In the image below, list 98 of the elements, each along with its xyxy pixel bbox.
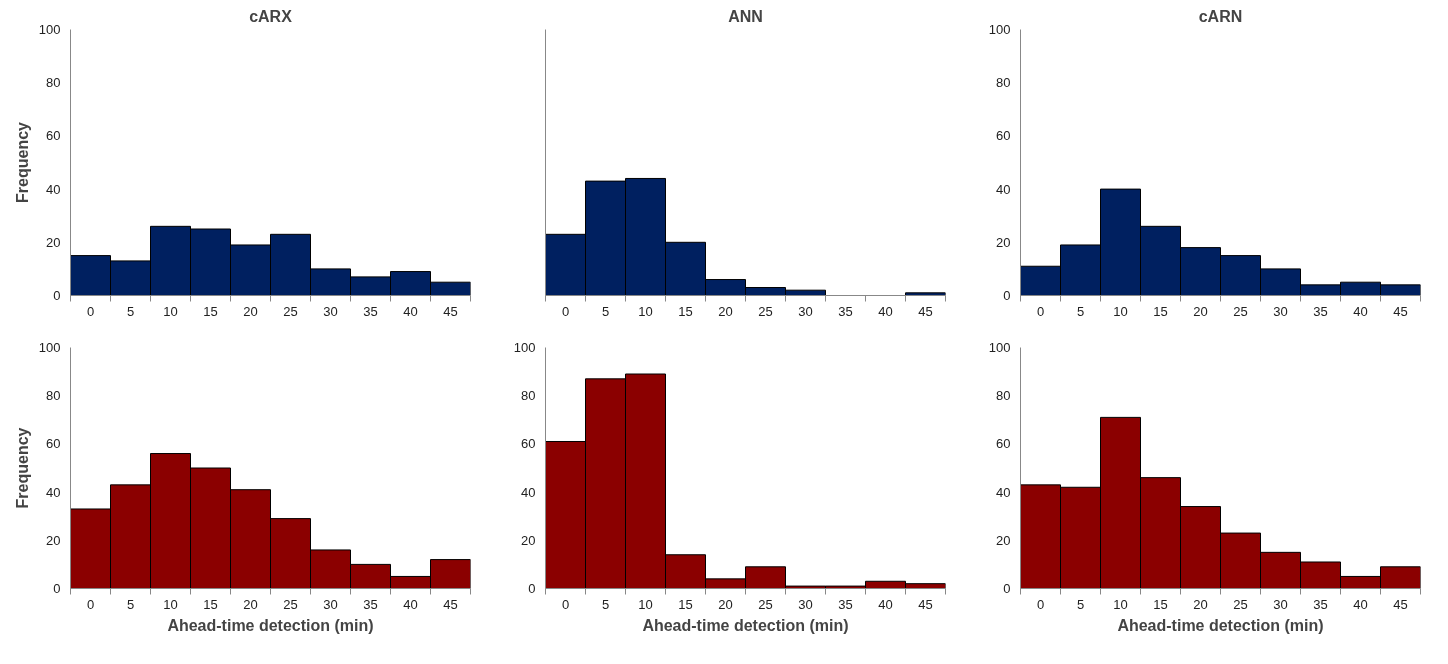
chart-title: cARN <box>1198 7 1243 25</box>
x-tick-label: 5 <box>601 596 610 612</box>
y-tick-label: 60 <box>521 436 536 452</box>
y-tick-label: 80 <box>46 388 61 404</box>
x-tick-label: 30 <box>1273 596 1288 612</box>
y-tick-label: 100 <box>513 340 536 355</box>
x-tick-label: 10 <box>163 303 178 319</box>
x-tick-label: 40 <box>403 303 418 319</box>
x-tick-label: 10 <box>638 303 653 319</box>
chart-title: cARX <box>249 7 293 25</box>
x-tick-label: 35 <box>363 596 378 612</box>
x-tick-label: 0 <box>561 596 570 612</box>
x-tick-label: 5 <box>1076 303 1085 319</box>
x-tick-label: 20 <box>718 596 733 612</box>
x-tick-label: 35 <box>363 303 378 319</box>
x-tick-label: 40 <box>1353 303 1368 319</box>
y-tick-label: 0 <box>53 581 61 596</box>
y-tick-label: 80 <box>996 388 1011 404</box>
x-tick-label: 30 <box>798 596 813 612</box>
x-tick-label: 15 <box>203 303 218 319</box>
y-tick-label: 80 <box>46 75 61 91</box>
x-tick-label: 20 <box>1193 303 1208 319</box>
x-tick-label: 0 <box>86 596 95 612</box>
y-tick-label: 0 <box>1003 288 1011 303</box>
x-tick-label: 40 <box>403 596 418 612</box>
x-axis-title: Ahead-time detection (min) <box>167 616 374 634</box>
y-tick-label: 20 <box>521 532 536 548</box>
x-axis-title: Ahead-time detection (min) <box>642 616 849 634</box>
y-tick-label: 100 <box>38 22 61 37</box>
x-tick-label: 25 <box>283 596 298 612</box>
x-tick-label: 30 <box>1273 303 1288 319</box>
y-tick-label: 80 <box>996 75 1011 91</box>
x-tick-label: 10 <box>1113 303 1128 319</box>
x-tick-label: 30 <box>323 303 338 319</box>
x-tick-label: 35 <box>1313 303 1328 319</box>
x-tick-label: 45 <box>918 303 933 319</box>
y-tick-label: 20 <box>46 234 61 250</box>
x-tick-label: 40 <box>1353 596 1368 612</box>
y-tick-label: 60 <box>996 128 1011 144</box>
x-tick-label: 25 <box>758 596 773 612</box>
x-tick-label: 20 <box>243 596 258 612</box>
y-tick-label: 20 <box>46 532 61 548</box>
x-tick-label: 40 <box>878 303 893 319</box>
y-tick-label: 60 <box>996 436 1011 452</box>
y-tick-label: 60 <box>46 128 61 144</box>
x-axis-title: Ahead-time detection (min) <box>1117 616 1324 634</box>
y-tick-label: 40 <box>46 484 61 500</box>
x-tick-label: 5 <box>1076 596 1085 612</box>
x-tick-label: 15 <box>678 596 693 612</box>
x-tick-label: 15 <box>203 596 218 612</box>
x-tick-label: 25 <box>1233 596 1248 612</box>
x-tick-label: 35 <box>1313 596 1328 612</box>
y-tick-label: 0 <box>1003 581 1011 596</box>
y-tick-label: 20 <box>996 234 1011 250</box>
x-tick-label: 25 <box>1233 303 1248 319</box>
y-tick-label: 60 <box>46 436 61 452</box>
y-axis-title: Frequency <box>13 121 31 203</box>
x-tick-label: 45 <box>1393 303 1408 319</box>
x-tick-label: 20 <box>718 303 733 319</box>
y-tick-label: 0 <box>528 581 536 596</box>
chart-title: ANN <box>728 7 763 25</box>
x-tick-label: 15 <box>1153 303 1168 319</box>
x-tick-label: 10 <box>638 596 653 612</box>
x-tick-label: 0 <box>1036 303 1045 319</box>
y-tick-label: 100 <box>988 22 1011 37</box>
y-axis-title: Frequency <box>13 427 31 509</box>
y-tick-label: 40 <box>46 181 61 197</box>
x-tick-label: 15 <box>678 303 693 319</box>
y-tick-label: 100 <box>38 340 61 355</box>
y-tick-label: 20 <box>996 532 1011 548</box>
x-tick-label: 25 <box>283 303 298 319</box>
x-tick-label: 45 <box>443 303 458 319</box>
y-tick-label: 100 <box>988 340 1011 355</box>
y-tick-label: 40 <box>996 181 1011 197</box>
x-tick-label: 40 <box>878 596 893 612</box>
x-tick-label: 20 <box>1193 596 1208 612</box>
x-tick-label: 35 <box>838 303 853 319</box>
x-tick-label: 5 <box>126 596 135 612</box>
x-tick-label: 0 <box>86 303 95 319</box>
x-tick-label: 0 <box>1036 596 1045 612</box>
x-tick-label: 30 <box>798 303 813 319</box>
y-tick-label: 40 <box>996 484 1011 500</box>
x-tick-label: 35 <box>838 596 853 612</box>
x-tick-label: 30 <box>323 596 338 612</box>
x-tick-label: 15 <box>1153 596 1168 612</box>
x-tick-label: 25 <box>758 303 773 319</box>
x-tick-label: 0 <box>561 303 570 319</box>
x-tick-label: 5 <box>126 303 135 319</box>
y-tick-label: 40 <box>521 484 536 500</box>
x-tick-label: 20 <box>243 303 258 319</box>
x-tick-label: 10 <box>163 596 178 612</box>
x-tick-label: 5 <box>601 303 610 319</box>
y-tick-label: 0 <box>53 288 61 303</box>
x-tick-label: 45 <box>443 596 458 612</box>
y-tick-label: 80 <box>521 388 536 404</box>
x-tick-label: 45 <box>918 596 933 612</box>
x-tick-label: 45 <box>1393 596 1408 612</box>
x-tick-label: 10 <box>1113 596 1128 612</box>
